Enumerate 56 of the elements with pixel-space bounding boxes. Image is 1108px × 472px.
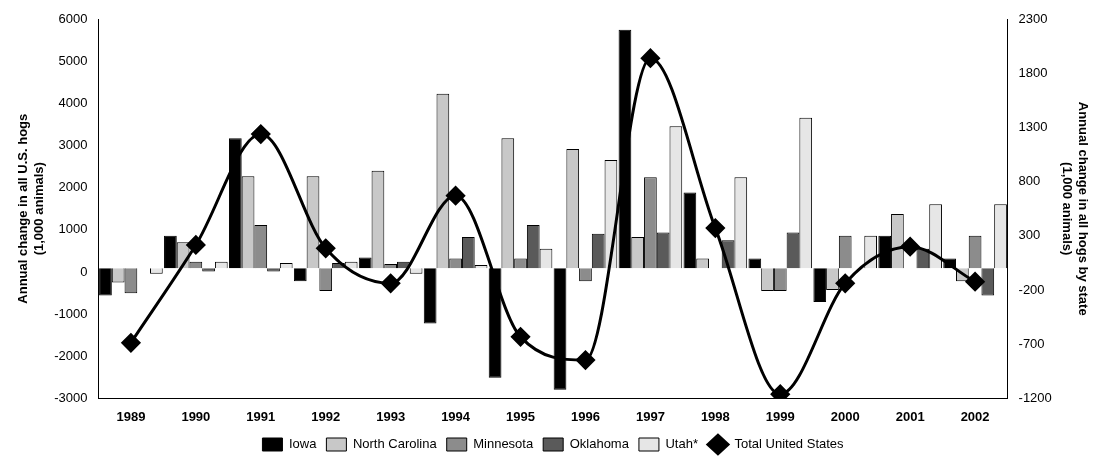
point bbox=[511, 327, 531, 347]
y-tick-label: 6000 bbox=[58, 10, 88, 26]
x-tick-label: 1990 bbox=[181, 408, 211, 424]
point bbox=[446, 186, 466, 206]
legend-label: Oklahoma bbox=[569, 436, 630, 452]
x-tick-label: 2000 bbox=[830, 408, 860, 424]
point bbox=[835, 273, 855, 293]
y-tick-label: 5000 bbox=[58, 52, 88, 68]
x-tick-label: 2002 bbox=[960, 408, 990, 424]
y2-tick-label: 300 bbox=[1018, 227, 1041, 243]
point bbox=[316, 238, 336, 258]
x-tick-label: 1993 bbox=[376, 408, 406, 424]
x-tick-label: 1999 bbox=[765, 408, 795, 424]
x-tick-label: 1989 bbox=[116, 408, 146, 424]
point bbox=[705, 218, 725, 238]
y2-tick-label: 800 bbox=[1018, 173, 1041, 189]
legend-label: North Carolina bbox=[352, 436, 438, 452]
y-tick-label: 4000 bbox=[58, 94, 88, 110]
y-tick-label: 0 bbox=[80, 263, 88, 279]
y2-tick-label: 2300 bbox=[1018, 10, 1048, 26]
y-axis-title: Annual change in all U.S. hogs (1,000 animals) bbox=[15, 113, 46, 304]
x-tick-label: 1998 bbox=[700, 408, 730, 424]
x-tick-label: 1991 bbox=[246, 408, 276, 424]
y-tick-label: -1000 bbox=[54, 305, 88, 321]
legend-label: Iowa bbox=[288, 436, 318, 452]
y2-tick-label: -1200 bbox=[1018, 389, 1052, 405]
x-tick-label: 1996 bbox=[571, 408, 600, 424]
point bbox=[965, 272, 985, 292]
bar bbox=[553, 268, 567, 390]
x-tick-label: 2001 bbox=[895, 408, 925, 424]
x-tick-label: 1992 bbox=[311, 408, 341, 424]
x-tick-label: 1995 bbox=[506, 408, 535, 424]
point bbox=[186, 235, 206, 255]
y2-tick-label: -200 bbox=[1018, 281, 1045, 297]
legend-label: Utah* bbox=[665, 436, 698, 452]
point bbox=[640, 48, 660, 68]
point bbox=[121, 333, 141, 353]
y2-axis-title: Annual change in all hogs by state (1,000 animals) bbox=[1060, 101, 1091, 316]
y2-tick-label: -700 bbox=[1018, 335, 1045, 351]
y2-tick-label: 1300 bbox=[1018, 118, 1048, 134]
x-tick-label: 1997 bbox=[635, 408, 665, 424]
y2-tick-label: 1800 bbox=[1018, 64, 1048, 80]
bar bbox=[423, 268, 437, 324]
point bbox=[251, 124, 271, 144]
y-tick-label: 3000 bbox=[58, 137, 88, 153]
y-tick-label: 2000 bbox=[58, 179, 88, 195]
point bbox=[575, 350, 595, 370]
legend-label: Total United States bbox=[734, 436, 845, 452]
y-tick-label: 1000 bbox=[58, 221, 88, 237]
bar bbox=[878, 235, 892, 269]
legend-label: Minnesota bbox=[473, 436, 534, 452]
x-tick-label: 1994 bbox=[441, 408, 471, 424]
point bbox=[381, 273, 401, 293]
y-tick-label: -2000 bbox=[54, 347, 88, 363]
point bbox=[900, 237, 920, 257]
y-tick-label: -3000 bbox=[54, 389, 88, 405]
